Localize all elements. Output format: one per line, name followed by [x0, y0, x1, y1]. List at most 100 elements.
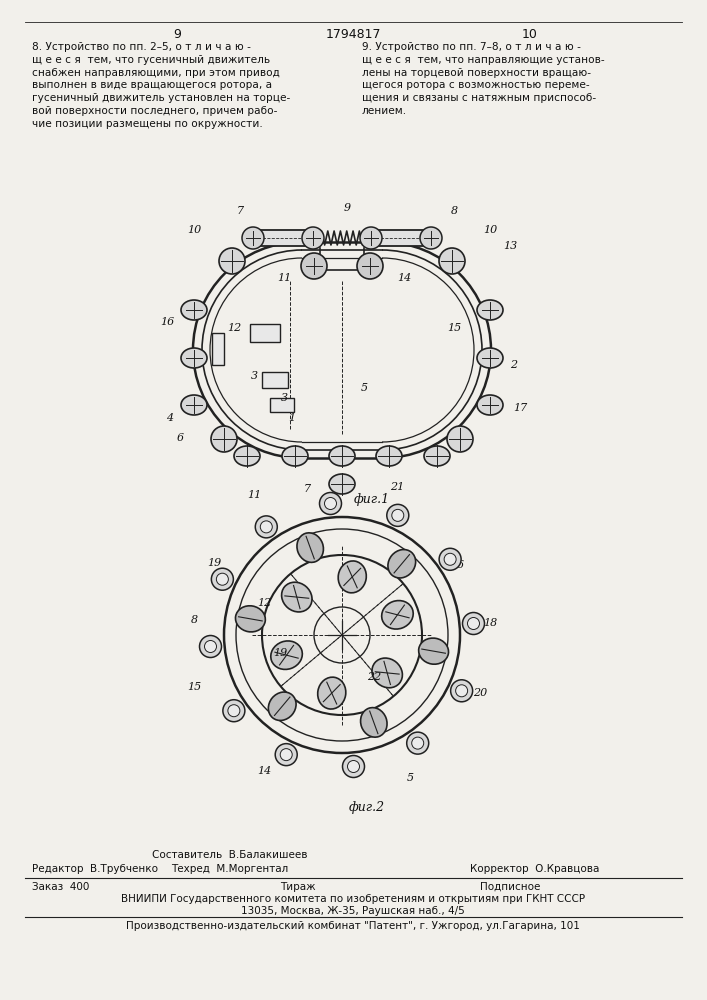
Text: Техред  М.Моргентал: Техред М.Моргентал — [171, 864, 288, 874]
Text: 9: 9 — [344, 203, 351, 213]
Ellipse shape — [219, 248, 245, 274]
Bar — [270, 398, 294, 412]
Ellipse shape — [281, 582, 312, 612]
Ellipse shape — [424, 446, 450, 466]
Text: 10: 10 — [187, 225, 201, 235]
Text: 6: 6 — [457, 560, 464, 570]
Text: чие позиции размещены по окружности.: чие позиции размещены по окружности. — [32, 119, 263, 129]
Text: 3: 3 — [281, 393, 288, 403]
Text: 7: 7 — [303, 484, 310, 494]
Text: ВНИИПИ Государственного комитета по изобретениям и открытиям при ГКНТ СССР: ВНИИПИ Государственного комитета по изоб… — [121, 894, 585, 904]
Text: 7: 7 — [236, 206, 244, 216]
FancyBboxPatch shape — [253, 230, 313, 246]
Text: щения и связаны с натяжным приспособ-: щения и связаны с натяжным приспособ- — [362, 93, 596, 103]
Ellipse shape — [388, 550, 416, 578]
Circle shape — [325, 498, 337, 510]
Text: 15: 15 — [447, 323, 461, 333]
Ellipse shape — [269, 692, 296, 720]
Text: щегося ротора с возможностью переме-: щегося ротора с возможностью переме- — [362, 80, 590, 90]
Circle shape — [242, 227, 264, 249]
Text: 2: 2 — [510, 360, 518, 370]
Ellipse shape — [317, 677, 346, 709]
Circle shape — [280, 749, 292, 761]
Text: 8. Устройство по пп. 2–5, о т л и ч а ю -: 8. Устройство по пп. 2–5, о т л и ч а ю … — [32, 42, 251, 52]
Text: Корректор  О.Кравцова: Корректор О.Кравцова — [470, 864, 600, 874]
Circle shape — [320, 493, 341, 515]
Text: 19: 19 — [273, 648, 287, 658]
Circle shape — [348, 760, 359, 772]
Circle shape — [228, 705, 240, 717]
Bar — [250, 324, 280, 342]
Ellipse shape — [329, 474, 355, 494]
Circle shape — [455, 685, 467, 697]
Text: лены на торцевой поверхности вращаю-: лены на торцевой поверхности вращаю- — [362, 68, 591, 78]
Text: 1794817: 1794817 — [325, 28, 381, 41]
Ellipse shape — [181, 348, 207, 368]
Ellipse shape — [181, 395, 207, 415]
Text: 15: 15 — [187, 682, 201, 692]
Circle shape — [462, 612, 484, 634]
Circle shape — [392, 509, 404, 521]
Circle shape — [255, 516, 277, 538]
Ellipse shape — [234, 446, 260, 466]
Ellipse shape — [439, 248, 465, 274]
Text: 8: 8 — [190, 615, 197, 625]
Text: 22: 22 — [367, 672, 381, 682]
Ellipse shape — [447, 426, 473, 452]
Circle shape — [199, 636, 221, 658]
Text: Тираж: Тираж — [280, 882, 315, 892]
FancyBboxPatch shape — [371, 230, 431, 246]
Text: гусеничный движитель установлен на торце-: гусеничный движитель установлен на торце… — [32, 93, 291, 103]
Text: 12: 12 — [257, 598, 271, 608]
Bar — [262, 372, 288, 388]
Text: 10: 10 — [483, 225, 497, 235]
Text: 18: 18 — [483, 618, 497, 628]
Ellipse shape — [361, 708, 387, 737]
Text: 5: 5 — [361, 383, 368, 393]
Ellipse shape — [376, 446, 402, 466]
Text: 8: 8 — [450, 206, 457, 216]
Circle shape — [444, 553, 456, 565]
Text: 9. Устройство по пп. 7–8, о т л и ч а ю -: 9. Устройство по пп. 7–8, о т л и ч а ю … — [362, 42, 581, 52]
Text: 12: 12 — [227, 323, 241, 333]
Ellipse shape — [477, 300, 503, 320]
Circle shape — [275, 744, 297, 766]
Circle shape — [216, 573, 228, 585]
Ellipse shape — [382, 601, 413, 629]
Text: вой поверхности последнего, причем рабо-: вой поверхности последнего, причем рабо- — [32, 106, 277, 116]
Text: щ е е с я  тем, что направляющие установ-: щ е е с я тем, что направляющие установ- — [362, 55, 604, 65]
Text: 13: 13 — [503, 241, 517, 251]
Text: фиг.2: фиг.2 — [349, 802, 385, 814]
Text: 4: 4 — [166, 413, 173, 423]
Text: снабжен направляющими, при этом привод: снабжен направляющими, при этом привод — [32, 68, 280, 78]
Circle shape — [360, 227, 382, 249]
Circle shape — [223, 700, 245, 722]
Text: 14: 14 — [397, 273, 411, 283]
Text: 11: 11 — [247, 490, 261, 500]
Text: лением.: лением. — [362, 106, 407, 116]
Text: 1: 1 — [346, 768, 354, 778]
Circle shape — [211, 568, 233, 590]
Circle shape — [407, 732, 428, 754]
Text: 16: 16 — [160, 317, 174, 327]
Text: 11: 11 — [277, 273, 291, 283]
Text: 17: 17 — [513, 403, 527, 413]
Ellipse shape — [372, 658, 402, 688]
Ellipse shape — [477, 348, 503, 368]
Text: Заказ  400: Заказ 400 — [32, 882, 89, 892]
Text: 19: 19 — [207, 558, 221, 568]
Circle shape — [301, 253, 327, 279]
Circle shape — [420, 227, 442, 249]
Text: выполнен в виде вращающегося ротора, а: выполнен в виде вращающегося ротора, а — [32, 80, 272, 90]
Text: 21: 21 — [390, 482, 404, 492]
Circle shape — [450, 680, 473, 702]
Text: 5: 5 — [407, 773, 414, 783]
Ellipse shape — [282, 446, 308, 466]
Ellipse shape — [235, 606, 265, 632]
Text: 10: 10 — [522, 28, 538, 41]
Text: 20: 20 — [473, 688, 487, 698]
Text: фиг.1: фиг.1 — [354, 492, 390, 506]
Circle shape — [260, 521, 272, 533]
Text: Редактор  В.Трубченко: Редактор В.Трубченко — [32, 864, 158, 874]
Circle shape — [302, 227, 324, 249]
